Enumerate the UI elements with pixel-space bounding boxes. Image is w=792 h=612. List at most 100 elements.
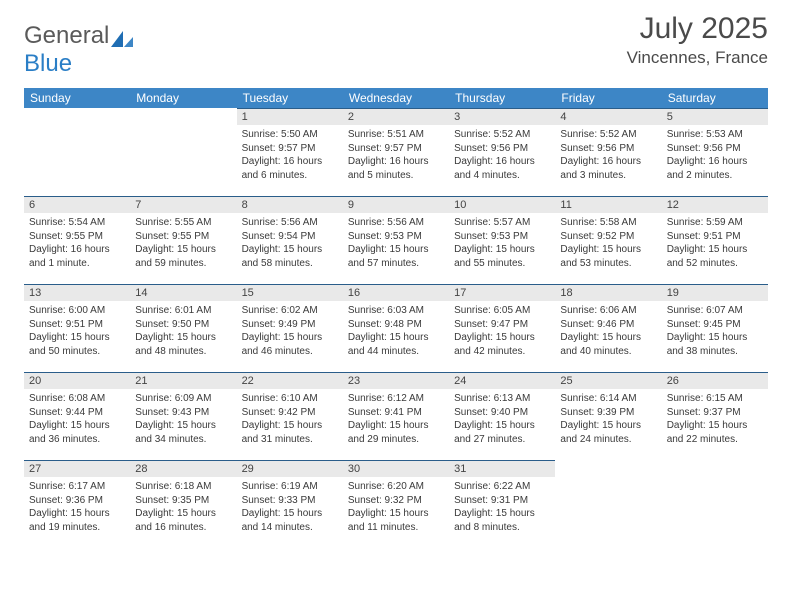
sunrise-line: Sunrise: 6:07 AM [667,304,763,318]
sunrise-line: Sunrise: 6:19 AM [242,480,338,494]
calendar-week: 6Sunrise: 5:54 AMSunset: 9:55 PMDaylight… [24,196,768,284]
day-content: Sunrise: 6:17 AMSunset: 9:36 PMDaylight:… [24,477,130,539]
day-number: 7 [130,196,236,213]
calendar-cell: 6Sunrise: 5:54 AMSunset: 9:55 PMDaylight… [24,196,130,284]
daylight-line: Daylight: 15 hours [667,243,763,257]
page-header: GeneralBlue July 2025 Vincennes, France [24,12,768,78]
calendar-cell: 2Sunrise: 5:51 AMSunset: 9:57 PMDaylight… [343,108,449,196]
daylight-line: Daylight: 16 hours [454,155,550,169]
daylight-line: and 16 minutes. [135,521,231,535]
sunrise-line: Sunrise: 6:14 AM [560,392,656,406]
daylight-line: and 34 minutes. [135,433,231,447]
brand-logo: GeneralBlue [24,22,133,78]
sunrise-line: Sunrise: 5:52 AM [560,128,656,142]
sunrise-line: Sunrise: 6:08 AM [29,392,125,406]
sunrise-line: Sunrise: 5:53 AM [667,128,763,142]
calendar-cell: 14Sunrise: 6:01 AMSunset: 9:50 PMDayligh… [130,284,236,372]
day-content: Sunrise: 5:51 AMSunset: 9:57 PMDaylight:… [343,125,449,187]
calendar-cell: 13Sunrise: 6:00 AMSunset: 9:51 PMDayligh… [24,284,130,372]
daylight-line: and 59 minutes. [135,257,231,271]
calendar-cell: 9Sunrise: 5:56 AMSunset: 9:53 PMDaylight… [343,196,449,284]
day-content: Sunrise: 5:57 AMSunset: 9:53 PMDaylight:… [449,213,555,275]
sunset-line: Sunset: 9:57 PM [242,142,338,156]
sunrise-line: Sunrise: 6:10 AM [242,392,338,406]
sunset-line: Sunset: 9:56 PM [454,142,550,156]
calendar-cell: 12Sunrise: 5:59 AMSunset: 9:51 PMDayligh… [662,196,768,284]
sunset-line: Sunset: 9:46 PM [560,318,656,332]
sail-icon [111,28,133,46]
sunset-line: Sunset: 9:55 PM [135,230,231,244]
day-content: Sunrise: 6:14 AMSunset: 9:39 PMDaylight:… [555,389,661,451]
sunset-line: Sunset: 9:52 PM [560,230,656,244]
day-number: 12 [662,196,768,213]
title-block: July 2025 Vincennes, France [627,12,768,68]
daylight-line: Daylight: 16 hours [242,155,338,169]
day-content: Sunrise: 6:19 AMSunset: 9:33 PMDaylight:… [237,477,343,539]
calendar-cell: .. [662,460,768,548]
day-number: 16 [343,284,449,301]
sunrise-line: Sunrise: 6:22 AM [454,480,550,494]
calendar-cell: 8Sunrise: 5:56 AMSunset: 9:54 PMDaylight… [237,196,343,284]
sunset-line: Sunset: 9:55 PM [29,230,125,244]
day-number: 5 [662,108,768,125]
calendar-cell: 15Sunrise: 6:02 AMSunset: 9:49 PMDayligh… [237,284,343,372]
daylight-line: and 24 minutes. [560,433,656,447]
daylight-line: Daylight: 15 hours [454,243,550,257]
day-content: Sunrise: 6:01 AMSunset: 9:50 PMDaylight:… [130,301,236,363]
sunrise-line: Sunrise: 5:59 AM [667,216,763,230]
calendar-cell: 10Sunrise: 5:57 AMSunset: 9:53 PMDayligh… [449,196,555,284]
day-content: Sunrise: 6:00 AMSunset: 9:51 PMDaylight:… [24,301,130,363]
day-content: Sunrise: 5:54 AMSunset: 9:55 PMDaylight:… [24,213,130,275]
day-number: 19 [662,284,768,301]
day-number: 18 [555,284,661,301]
sunset-line: Sunset: 9:35 PM [135,494,231,508]
day-content: Sunrise: 6:09 AMSunset: 9:43 PMDaylight:… [130,389,236,451]
calendar-cell: 28Sunrise: 6:18 AMSunset: 9:35 PMDayligh… [130,460,236,548]
sunset-line: Sunset: 9:57 PM [348,142,444,156]
day-number: 26 [662,372,768,389]
daylight-line: Daylight: 15 hours [560,419,656,433]
sunset-line: Sunset: 9:40 PM [454,406,550,420]
day-content: Sunrise: 5:56 AMSunset: 9:53 PMDaylight:… [343,213,449,275]
calendar-cell: .. [130,108,236,196]
day-number: 15 [237,284,343,301]
calendar-body: ....1Sunrise: 5:50 AMSunset: 9:57 PMDayl… [24,108,768,548]
weekday-header: Tuesday [237,88,343,108]
daylight-line: and 46 minutes. [242,345,338,359]
sunset-line: Sunset: 9:42 PM [242,406,338,420]
sunrise-line: Sunrise: 6:13 AM [454,392,550,406]
day-number: 9 [343,196,449,213]
sunrise-line: Sunrise: 5:56 AM [242,216,338,230]
sunset-line: Sunset: 9:54 PM [242,230,338,244]
day-content: Sunrise: 6:07 AMSunset: 9:45 PMDaylight:… [662,301,768,363]
daylight-line: and 44 minutes. [348,345,444,359]
daylight-line: Daylight: 15 hours [348,243,444,257]
calendar-week: 13Sunrise: 6:00 AMSunset: 9:51 PMDayligh… [24,284,768,372]
daylight-line: and 31 minutes. [242,433,338,447]
daylight-line: and 53 minutes. [560,257,656,271]
daylight-line: and 36 minutes. [29,433,125,447]
daylight-line: and 58 minutes. [242,257,338,271]
weekday-header: Thursday [449,88,555,108]
daylight-line: and 6 minutes. [242,169,338,183]
day-content: Sunrise: 6:10 AMSunset: 9:42 PMDaylight:… [237,389,343,451]
daylight-line: and 22 minutes. [667,433,763,447]
sunset-line: Sunset: 9:50 PM [135,318,231,332]
location-label: Vincennes, France [627,48,768,68]
day-number: 14 [130,284,236,301]
sunrise-line: Sunrise: 6:12 AM [348,392,444,406]
day-number: 6 [24,196,130,213]
day-content: Sunrise: 6:06 AMSunset: 9:46 PMDaylight:… [555,301,661,363]
day-content: Sunrise: 6:15 AMSunset: 9:37 PMDaylight:… [662,389,768,451]
daylight-line: and 11 minutes. [348,521,444,535]
daylight-line: and 19 minutes. [29,521,125,535]
daylight-line: and 42 minutes. [454,345,550,359]
daylight-line: Daylight: 15 hours [348,507,444,521]
calendar-cell: 16Sunrise: 6:03 AMSunset: 9:48 PMDayligh… [343,284,449,372]
daylight-line: Daylight: 15 hours [454,419,550,433]
day-content: Sunrise: 5:50 AMSunset: 9:57 PMDaylight:… [237,125,343,187]
sunrise-line: Sunrise: 5:56 AM [348,216,444,230]
day-content: Sunrise: 6:12 AMSunset: 9:41 PMDaylight:… [343,389,449,451]
calendar-cell: 17Sunrise: 6:05 AMSunset: 9:47 PMDayligh… [449,284,555,372]
daylight-line: Daylight: 15 hours [560,243,656,257]
